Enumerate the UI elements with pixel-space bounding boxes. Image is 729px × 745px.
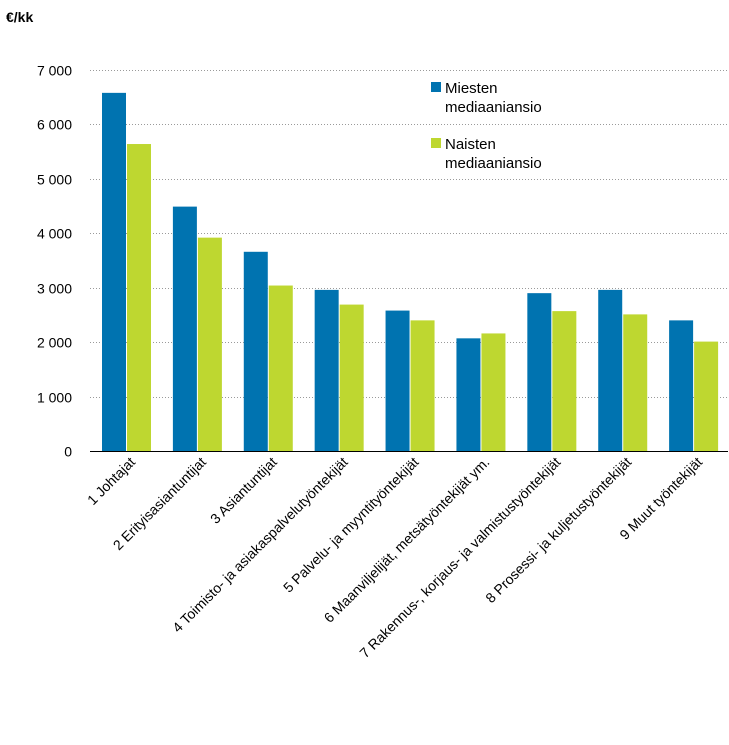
bar-series-1 bbox=[456, 338, 481, 451]
unit-label: €/kk bbox=[6, 9, 33, 25]
bar-series-2 bbox=[197, 237, 222, 451]
x-tick-label: 3 Asiantuntijat bbox=[207, 454, 280, 527]
bar-series-2 bbox=[552, 311, 577, 451]
bar-series-1 bbox=[598, 289, 623, 451]
bar-series-1 bbox=[172, 206, 197, 451]
y-tick-label: 7 000 bbox=[37, 63, 72, 79]
y-tick-label: 0 bbox=[64, 444, 72, 460]
y-tick-label: 5 000 bbox=[37, 172, 72, 188]
bar-series-2 bbox=[694, 341, 719, 451]
legend-swatch bbox=[431, 138, 441, 148]
bar-series-2 bbox=[481, 333, 506, 451]
y-tick-label: 3 000 bbox=[37, 281, 72, 297]
legend-label: Naisten bbox=[445, 136, 496, 153]
bar-series-1 bbox=[243, 251, 268, 451]
legend-swatch bbox=[431, 82, 441, 92]
bars bbox=[102, 92, 719, 452]
legend-label: Miesten bbox=[445, 80, 498, 97]
bar-series-1 bbox=[314, 289, 339, 451]
legend-label: mediaaniansio bbox=[445, 99, 542, 116]
bar-series-1 bbox=[385, 310, 410, 451]
bar-series-2 bbox=[410, 320, 435, 451]
y-tick-label: 4 000 bbox=[37, 226, 72, 242]
bar-series-2 bbox=[339, 304, 364, 451]
x-tick-label: 5 Palvelu- ja myyntityöntekijät bbox=[280, 454, 422, 596]
x-tick-label: 8 Prosessi- ja kuljetustyöntekijät bbox=[482, 454, 634, 606]
legend-label: mediaaniansio bbox=[445, 155, 542, 172]
y-tick-label: 1 000 bbox=[37, 390, 72, 406]
y-axis-ticks: 0 1 000 2 000 3 000 4 000 5 000 6 000 7 000 bbox=[37, 63, 72, 460]
x-tick-label: 1 Johtajat bbox=[84, 454, 138, 508]
bar-series-2 bbox=[623, 314, 648, 451]
y-tick-label: 6 000 bbox=[37, 117, 72, 133]
bar-series-1 bbox=[102, 92, 126, 452]
bar-series-2 bbox=[268, 285, 293, 451]
y-tick-label: 2 000 bbox=[37, 335, 72, 351]
legend: Miesten mediaaniansio Naisten mediaaniansio bbox=[431, 80, 542, 172]
bar-series-1 bbox=[527, 293, 552, 451]
bar-series-1 bbox=[669, 320, 694, 451]
bar-series-2 bbox=[127, 144, 151, 451]
